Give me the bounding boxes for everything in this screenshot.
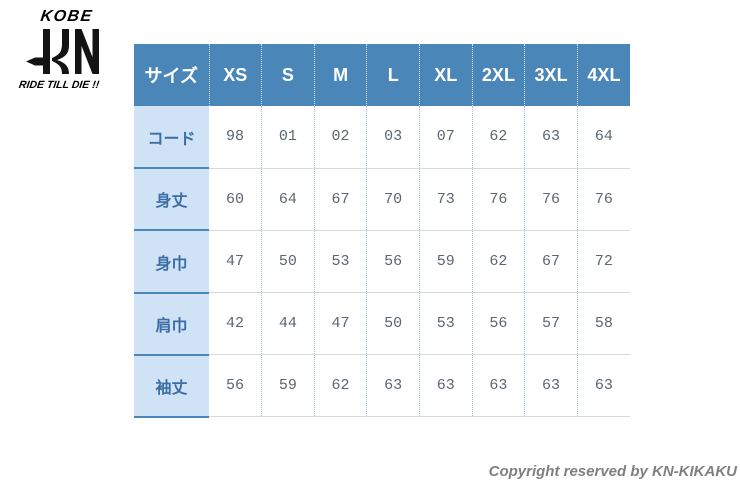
svg-text:KOBE: KOBE xyxy=(39,7,94,25)
svg-text:RIDE TILL DIE !!: RIDE TILL DIE !! xyxy=(18,79,100,91)
